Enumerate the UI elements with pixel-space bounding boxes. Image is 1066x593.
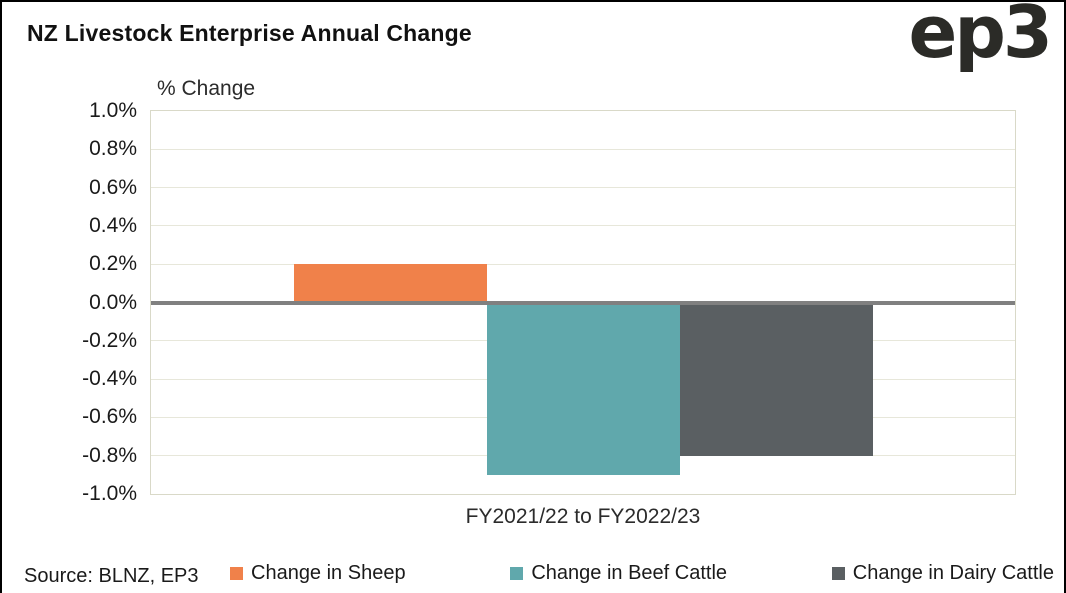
plot-area: [150, 110, 1016, 495]
ep3-logo: ep3: [908, 0, 1053, 74]
legend-label: Change in Sheep: [251, 562, 406, 584]
legend-swatch: [230, 567, 243, 580]
legend-swatch: [510, 567, 524, 580]
y-tick-label: -0.6%: [82, 405, 137, 429]
gridline: [151, 263, 1015, 265]
y-tick-label: -0.2%: [82, 328, 137, 352]
y-tick-label: 0.4%: [89, 213, 137, 237]
y-tick-label: 0.2%: [89, 252, 137, 276]
y-tick-label: -0.8%: [82, 443, 137, 467]
y-tick-label: 0.6%: [89, 175, 137, 199]
gridline: [151, 148, 1015, 150]
legend-label: Change in Dairy Cattle: [852, 562, 1054, 584]
y-tick-label: -0.4%: [82, 367, 137, 391]
bar-change-in-dairy-cattle: [680, 302, 873, 456]
legend-item-change-in-dairy-cattle: Change in Dairy Cattle: [831, 562, 1054, 585]
x-axis-label: FY2021/22 to FY2022/23: [465, 505, 701, 528]
legend-label: Change in Beef Cattle: [531, 562, 728, 584]
legend-item-change-in-sheep: Change in Sheep: [230, 562, 406, 585]
y-tick-label: 0.8%: [89, 137, 137, 161]
bar-change-in-beef-cattle: [487, 302, 680, 475]
gridline: [151, 187, 1015, 189]
source-text: Source: BLNZ, EP3: [24, 565, 199, 587]
y-axis-tick-labels: 1.0% 0.8% 0.6% 0.4% 0.2% 0.0% -0.2% -0.4% -0.6% -…: [2, 99, 137, 505]
chart-title: NZ Livestock Enterprise Annual Change: [27, 20, 472, 46]
gridline: [151, 225, 1015, 227]
legend-swatch: [831, 567, 845, 580]
legend-item-change-in-beef-cattle: Change in Beef Cattle: [510, 562, 727, 585]
bar-change-in-sheep: [294, 264, 487, 303]
legend: Change in Sheep Change in Beef Cattle Chan…: [230, 562, 1054, 585]
y-tick-label: 1.0%: [89, 99, 137, 122]
y-axis-title: % Change: [157, 77, 256, 100]
y-tick-label: -1.0%: [82, 482, 137, 505]
y-tick-label: 0.0%: [89, 290, 137, 314]
zero-axis-line: [151, 300, 1015, 305]
